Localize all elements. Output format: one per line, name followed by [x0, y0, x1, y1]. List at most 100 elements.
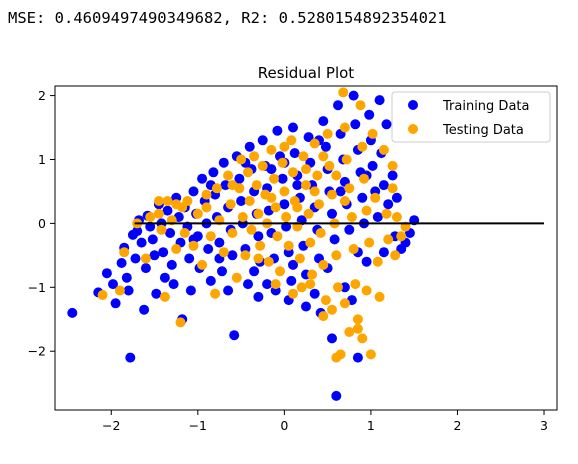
- training-point: [292, 180, 303, 191]
- testing-point: [283, 240, 294, 251]
- plot-frame: [54, 85, 558, 411]
- training-point: [234, 173, 245, 184]
- training-point: [333, 100, 343, 111]
- training-point: [220, 180, 231, 191]
- testing-point: [372, 256, 383, 267]
- testing-point: [361, 205, 372, 216]
- testing-point: [218, 247, 229, 258]
- testing-point: [279, 141, 290, 152]
- training-point: [185, 285, 196, 296]
- metrics-output: MSE: 0.4609497490349682, R2: 0.528015489…: [8, 9, 447, 27]
- training-point: [374, 95, 385, 106]
- testing-point: [318, 311, 329, 322]
- testing-point: [315, 228, 326, 238]
- training-point: [350, 119, 361, 130]
- testing-point: [286, 135, 297, 146]
- training-point: [121, 272, 132, 283]
- training-point: [383, 199, 394, 210]
- legend: Training Data Testing Data: [391, 91, 551, 143]
- testing-point: [153, 208, 164, 219]
- testing-point: [227, 228, 238, 238]
- training-point: [286, 275, 297, 286]
- training-point: [318, 116, 329, 127]
- testing-point: [237, 212, 248, 222]
- training-point: [205, 275, 216, 286]
- testing-point: [266, 192, 277, 203]
- training-point: [339, 282, 350, 293]
- training-point: [301, 301, 311, 312]
- testing-point: [114, 285, 125, 296]
- testing-point: [281, 212, 292, 222]
- testing-point: [197, 259, 208, 270]
- training-point: [378, 247, 389, 258]
- legend-marker-testing: [408, 124, 418, 134]
- training-point: [168, 279, 179, 290]
- training-point: [132, 226, 143, 237]
- testing-point: [156, 224, 167, 235]
- testing-point: [344, 327, 355, 337]
- training-point: [165, 228, 176, 238]
- testing-point: [140, 253, 151, 264]
- testing-point: [266, 144, 277, 155]
- training-point: [288, 259, 298, 270]
- testing-point: [192, 208, 203, 219]
- training-point: [288, 122, 298, 133]
- x-tick-label: 2: [453, 418, 461, 433]
- training-point: [218, 157, 229, 168]
- training-point: [197, 173, 208, 184]
- training-point: [123, 285, 134, 296]
- training-point: [223, 285, 234, 296]
- testing-point: [171, 244, 182, 254]
- testing-point: [324, 160, 335, 171]
- training-point: [243, 279, 253, 290]
- testing-point: [338, 87, 349, 98]
- testing-point: [350, 279, 361, 290]
- testing-point: [279, 186, 290, 197]
- testing-point: [201, 202, 212, 213]
- testing-point: [119, 247, 130, 258]
- testing-point: [244, 196, 255, 206]
- testing-point: [159, 291, 170, 302]
- testing-point: [339, 298, 350, 309]
- legend-label-training: Training Data: [442, 99, 529, 114]
- testing-point: [223, 170, 234, 181]
- training-point: [214, 237, 225, 248]
- legend-marker-training: [408, 100, 418, 110]
- training-point: [253, 231, 264, 242]
- testing-point: [243, 167, 253, 178]
- training-point: [188, 186, 199, 197]
- training-point: [136, 237, 147, 248]
- testing-point: [318, 259, 329, 270]
- testing-point: [171, 199, 182, 210]
- y-tick-label: −1: [28, 280, 46, 295]
- training-point: [272, 125, 283, 136]
- testing-point: [182, 196, 193, 206]
- testing-point: [331, 352, 342, 363]
- testing-point: [277, 157, 288, 168]
- x-tick-label: 3: [540, 418, 548, 433]
- testing-point: [296, 282, 307, 293]
- training-point: [217, 266, 227, 277]
- training-point: [391, 192, 402, 203]
- testing-point: [359, 173, 369, 184]
- training-point: [249, 266, 260, 277]
- testing-point: [210, 288, 221, 299]
- testing-point: [361, 285, 372, 296]
- training-point: [387, 170, 398, 181]
- residual-plot-figure: Residual Plot −2 −1 0 1 2 3 −2 −1 0 1 2 Training D…: [0, 50, 578, 464]
- testing-point: [333, 282, 343, 293]
- training-point: [309, 288, 320, 299]
- testing-point: [357, 333, 368, 344]
- testing-point: [292, 202, 303, 213]
- training-point: [279, 199, 290, 210]
- testing-point: [341, 154, 352, 165]
- training-point: [372, 212, 383, 222]
- testing-point: [231, 272, 242, 283]
- testing-point: [153, 196, 164, 206]
- training-point: [266, 164, 277, 175]
- training-point: [67, 307, 78, 318]
- testing-point: [240, 250, 251, 261]
- training-point: [151, 288, 162, 299]
- training-point: [162, 205, 173, 216]
- testing-point: [307, 269, 318, 280]
